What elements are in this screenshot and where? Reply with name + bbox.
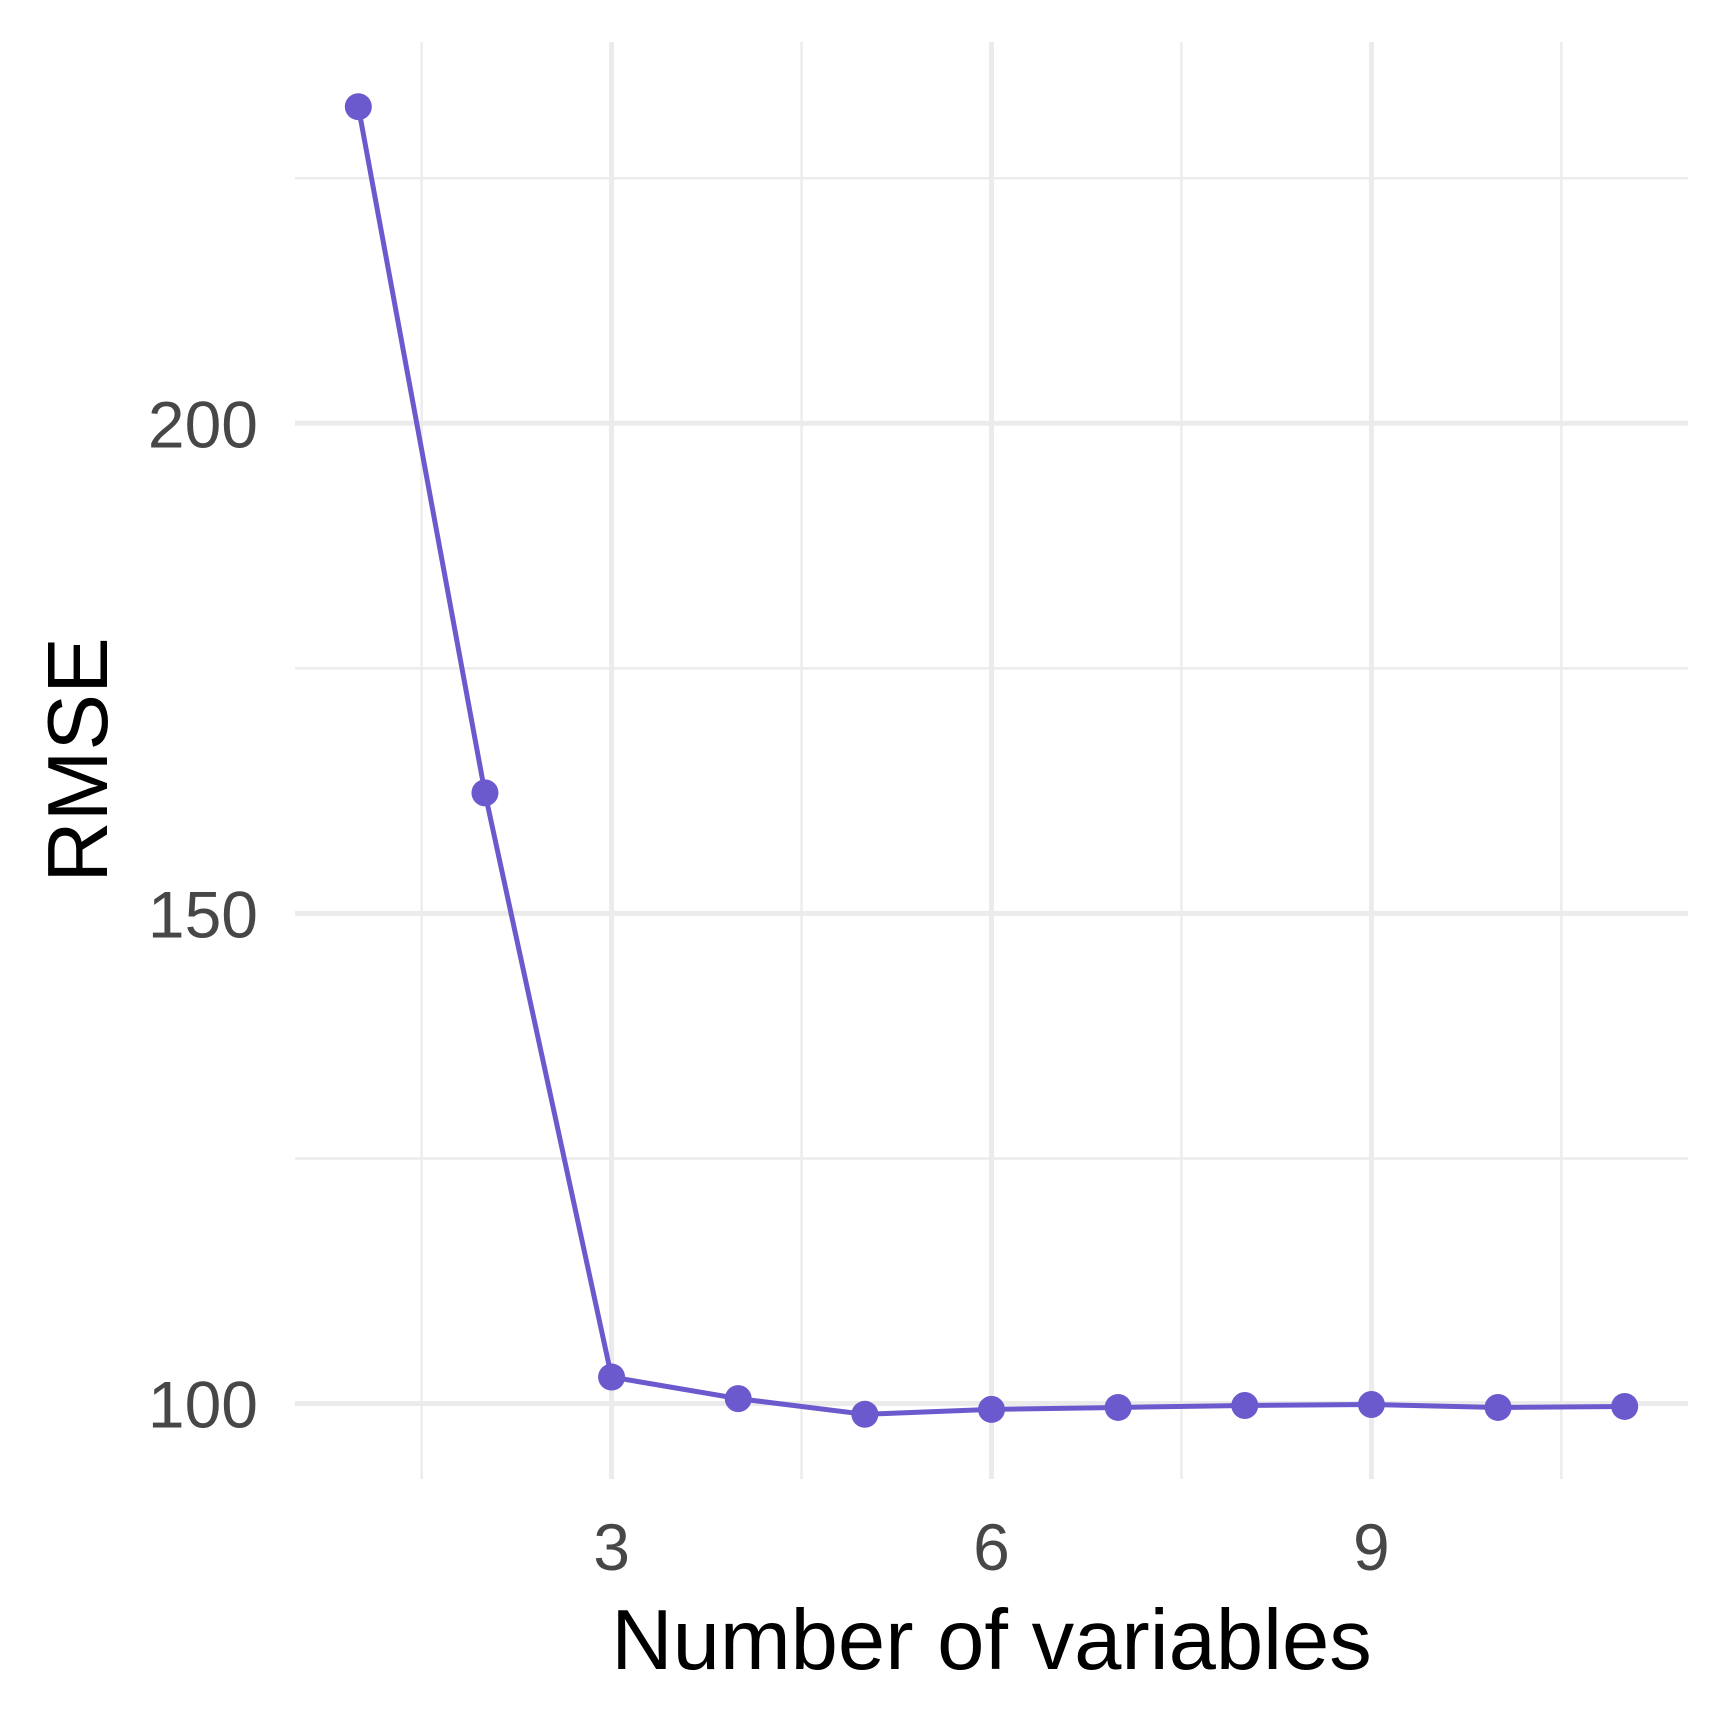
x-tick-label: 9 [1353,1510,1390,1584]
data-point [851,1400,879,1428]
data-point [978,1395,1005,1423]
y-tick-label: 200 [148,387,258,461]
x-axis-title: Number of variables [611,1593,1372,1688]
y-tick-label: 100 [148,1368,258,1442]
grid-major-lines [295,42,1688,1479]
data-point [344,93,372,121]
y-axis-tick-labels: 100 150 200 [148,387,258,1441]
series-points [344,93,1639,1428]
data-point [1357,1391,1385,1419]
x-axis-tick-labels: 3 6 9 [593,1510,1390,1584]
data-point [1231,1391,1259,1419]
data-point [598,1363,626,1391]
data-point [1104,1393,1132,1421]
data-point [1484,1393,1512,1421]
y-tick-label: 150 [148,877,258,951]
y-axis-title: RMSE [31,637,126,883]
x-tick-label: 6 [973,1510,1010,1584]
data-point [1611,1392,1639,1420]
data-point [724,1385,752,1413]
x-tick-label: 3 [593,1510,630,1584]
data-point [471,779,499,807]
